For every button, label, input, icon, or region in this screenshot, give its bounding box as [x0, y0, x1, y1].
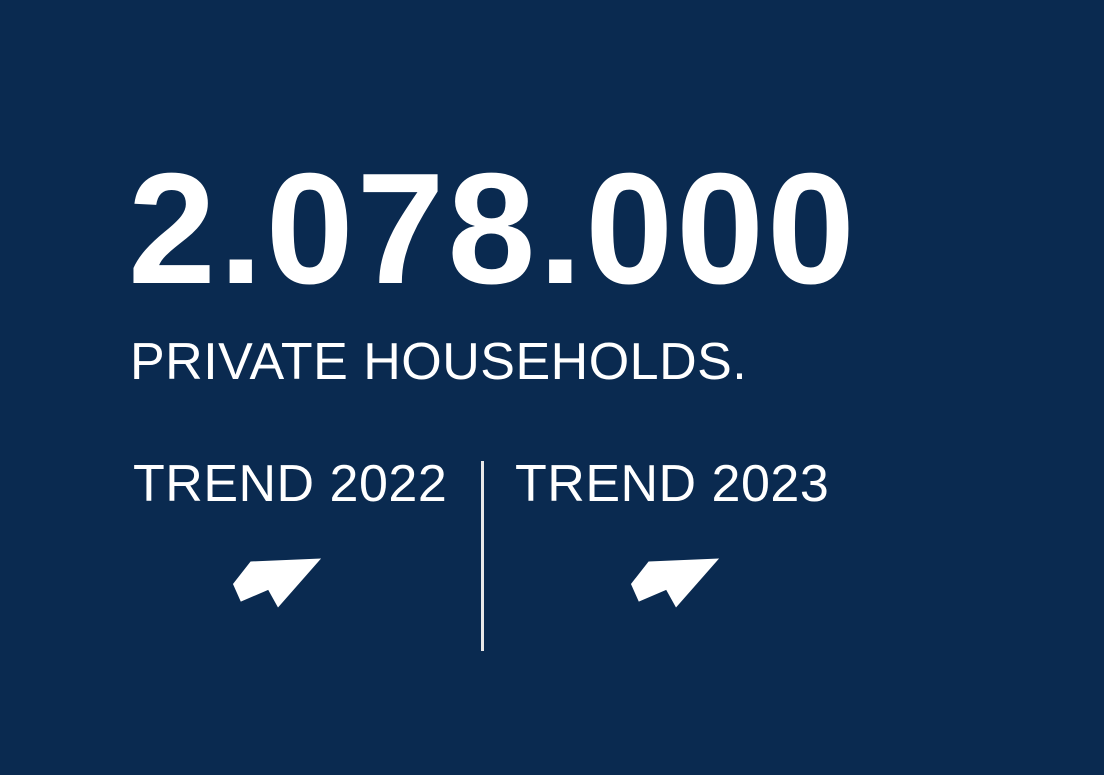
- trend-up-right-arrow-icon: [630, 558, 720, 608]
- stat-value: 2.078.000: [128, 141, 858, 317]
- stat-label: PRIVATE HOUSEHOLDS.: [130, 333, 748, 391]
- trend-2023-label: TREND 2023: [515, 455, 830, 513]
- trend-up-right-arrow-icon: [232, 558, 322, 608]
- vertical-divider: [481, 461, 484, 651]
- trend-2022-label: TREND 2022: [133, 455, 448, 513]
